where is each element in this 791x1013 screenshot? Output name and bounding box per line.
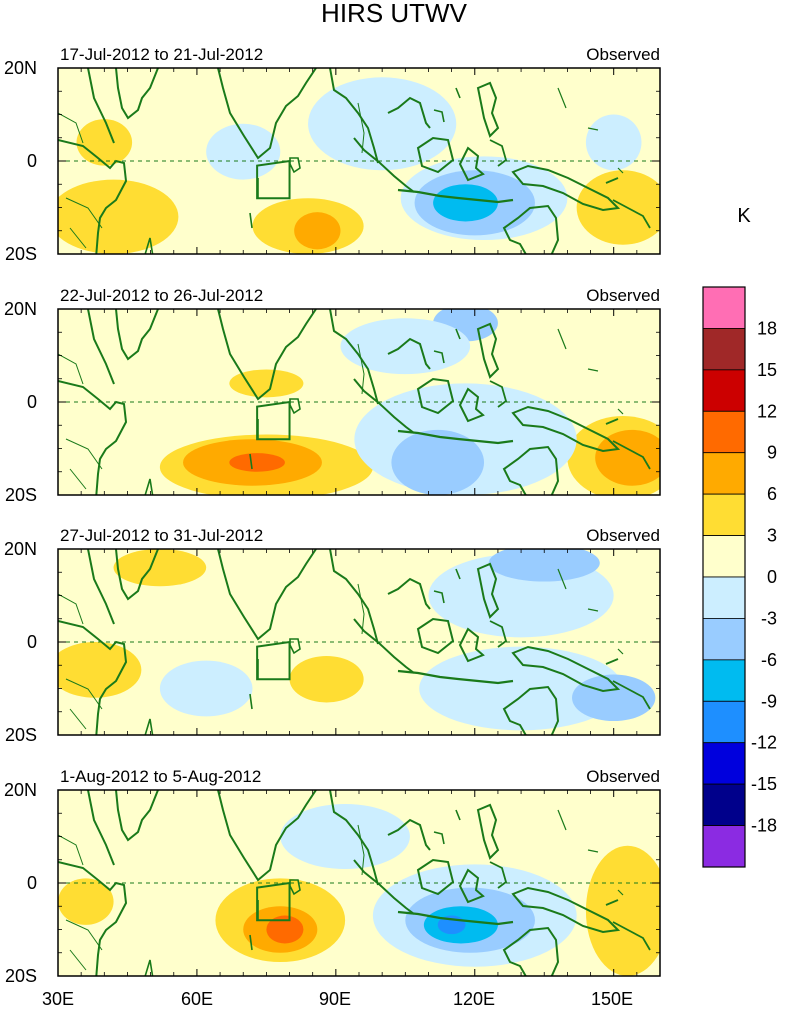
anomaly-contour: [572, 674, 656, 722]
target-box: [256, 881, 291, 922]
map-panel: 20N 0 20S 17-Jul-2012 to 21-Jul-2012 Observe…: [4, 45, 661, 264]
colorbar-label: 18: [757, 318, 777, 338]
x-tick-label: 60E: [181, 989, 213, 1009]
colorbar-swatch: [702, 452, 746, 495]
panel-period: 27-Jul-2012 to 31-Jul-2012: [60, 526, 263, 545]
anomaly-contour: [289, 655, 364, 703]
x-tick-label: 30E: [42, 989, 74, 1009]
colorbar-swatch: [702, 410, 746, 454]
panel-period: 1-Aug-2012 to 5-Aug-2012: [60, 767, 261, 786]
map-panel: 20N 0 20S 27-Jul-2012 to 31-Jul-2012 Observe…: [4, 526, 661, 745]
y-tick-label: 20S: [5, 725, 37, 745]
y-tick-label: 0: [27, 392, 37, 412]
colorbar-frame: [702, 286, 746, 868]
colorbar-label: -6: [761, 650, 777, 670]
colorbar-swatch: [702, 783, 746, 826]
y-tick-label: 20N: [4, 780, 37, 800]
anomaly-contour: [280, 803, 410, 870]
panel-label: Observed: [586, 767, 660, 786]
colorbar-label: 9: [767, 443, 777, 463]
y-tick-label: 0: [27, 632, 37, 652]
colorbar-swatch: [702, 493, 746, 536]
y-tick-label: 20N: [4, 299, 37, 319]
colorbar-label: 0: [767, 567, 777, 587]
map-panel: 20N 0 20S 1-Aug-2012 to 5-Aug-2012 Observed: [4, 767, 661, 986]
colorbar-label: -15: [751, 774, 777, 794]
colorbar-label: 6: [767, 484, 777, 504]
anomaly-contour: [58, 179, 179, 254]
anomaly-contour: [229, 453, 285, 472]
panel-period: 17-Jul-2012 to 21-Jul-2012: [60, 45, 263, 64]
colorbar-label: 12: [757, 401, 777, 421]
units-label: K: [737, 205, 751, 227]
colorbar: 18 15 12 9 6 3 0 -3 -6 -9 -12 -15 -18: [702, 286, 777, 868]
colorbar-label: -9: [761, 691, 777, 711]
colorbar-swatch: [702, 825, 746, 868]
colorbar-label: -18: [751, 816, 777, 836]
anomaly-contour: [229, 369, 304, 398]
colorbar-swatch: [702, 659, 746, 702]
colorbar-swatch: [702, 286, 746, 329]
x-tick-label: 120E: [453, 989, 495, 1009]
colorbar-label: 3: [767, 526, 777, 546]
colorbar-swatch: [702, 742, 746, 785]
anomaly-contour: [113, 549, 207, 587]
target-box: [256, 640, 291, 681]
anomaly-contour: [266, 915, 304, 944]
colorbar-swatch: [702, 535, 746, 578]
anomaly-contour: [58, 878, 114, 925]
anomaly-contour: [340, 318, 471, 375]
anomaly-contour: [585, 845, 660, 976]
anomaly-contour: [294, 212, 341, 250]
colorbar-swatch: [702, 700, 746, 744]
panel-label: Observed: [586, 526, 660, 545]
colorbar-swatch: [702, 618, 746, 661]
y-tick-label: 20S: [5, 485, 37, 505]
colorbar-swatch: [702, 576, 746, 619]
chart-title: HIRS UTWV: [321, 0, 468, 28]
colorbar-label: -12: [751, 733, 777, 753]
x-tick-label: 90E: [319, 989, 351, 1009]
anomaly-contour: [159, 660, 253, 717]
panel-label: Observed: [586, 286, 660, 305]
anomaly-contour: [488, 549, 600, 582]
colorbar-label: 15: [757, 360, 777, 380]
anomaly-contour: [206, 123, 281, 180]
y-tick-label: 20N: [4, 58, 37, 78]
map-panel: 20N 0 20S 22-Jul-2012 to 26-Jul-2012 Observe…: [4, 286, 661, 505]
anomaly-contour: [308, 77, 457, 171]
anomaly-contour: [433, 184, 498, 222]
target-box: [256, 400, 291, 441]
y-tick-label: 0: [27, 151, 37, 171]
anomaly-contour: [595, 429, 660, 486]
target-box: [256, 159, 291, 200]
map-panels: 20N 0 20S 17-Jul-2012 to 21-Jul-2012 Observe…: [4, 45, 661, 986]
x-tick-label: 150E: [591, 989, 633, 1009]
panel-period: 22-Jul-2012 to 26-Jul-2012: [60, 286, 263, 305]
anomaly-contour: [419, 646, 623, 731]
y-tick-label: 0: [27, 873, 37, 893]
anomaly-contour: [585, 114, 642, 171]
panel-label: Observed: [586, 45, 660, 64]
y-tick-label: 20S: [5, 966, 37, 986]
x-axis-labels: 30E 60E 90E 120E 150E: [42, 989, 633, 1009]
y-tick-label: 20N: [4, 539, 37, 559]
anomaly-contour: [76, 119, 133, 166]
anomaly-contour: [391, 429, 485, 495]
anomaly-contour: [576, 170, 660, 245]
colorbar-swatch: [702, 369, 746, 412]
y-tick-label: 20S: [5, 244, 37, 264]
colorbar-swatch: [702, 328, 746, 371]
anomaly-contour: [58, 642, 142, 698]
colorbar-label: -3: [761, 608, 777, 628]
